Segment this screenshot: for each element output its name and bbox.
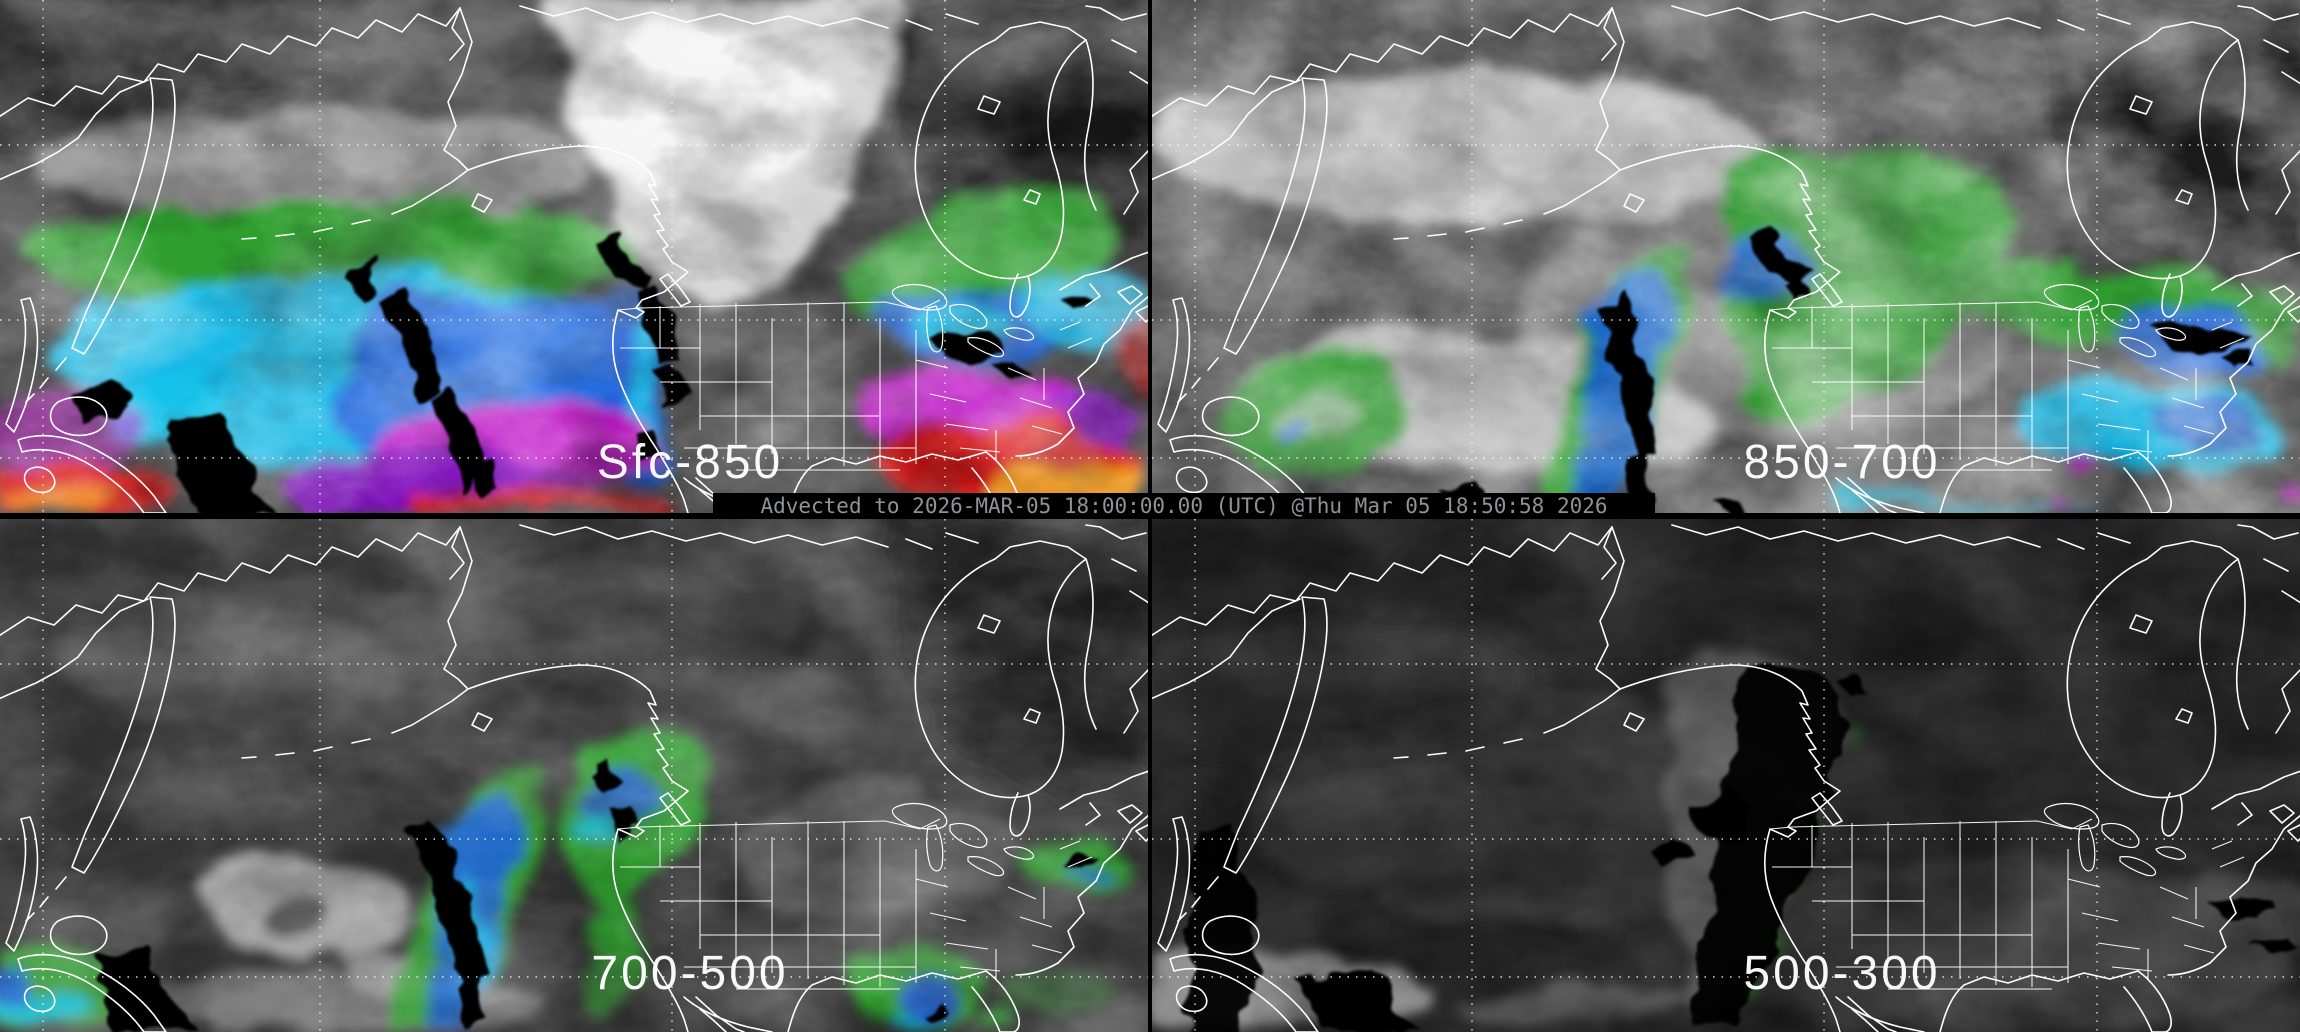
panel-700-500: 700-500 bbox=[0, 519, 1148, 1032]
timestamp-text: Advected to 2026-MAR-05 18:00:00.00 (UTC… bbox=[760, 494, 1608, 518]
panel-label: 500-300 bbox=[1743, 947, 1940, 1000]
missing-data-patches bbox=[95, 762, 1096, 1032]
panel-label: Sfc-850 bbox=[597, 436, 783, 489]
missing-data-patches bbox=[1188, 663, 2300, 1032]
timestamp-bar: Advected to 2026-MAR-05 18:00:00.00 (UTC… bbox=[713, 493, 1655, 519]
panel-label: 850-700 bbox=[1743, 436, 1940, 489]
panel-850-700: 850-700 bbox=[1152, 0, 2300, 513]
panel-sfc-850: Sfc-850 bbox=[0, 0, 1148, 513]
panel-label: 700-500 bbox=[591, 947, 788, 1000]
missing-data-patches bbox=[64, 236, 1098, 513]
panel-500-300: 500-300 bbox=[1152, 519, 2300, 1032]
